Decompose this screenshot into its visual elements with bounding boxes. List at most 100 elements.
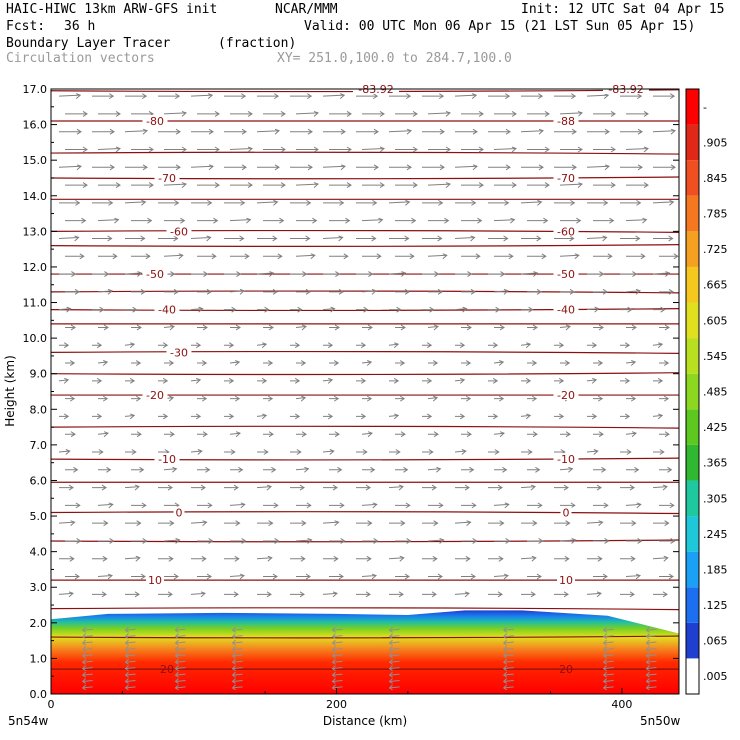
vector-arrow	[427, 182, 451, 188]
vector-arrow-low	[124, 658, 136, 665]
vector-arrow	[296, 360, 307, 366]
vector-arrow-low	[231, 652, 243, 659]
vector-arrow	[92, 93, 115, 100]
y-tick-label: 1.0	[30, 652, 48, 665]
vector-arrow	[361, 217, 384, 224]
vector-arrow	[620, 377, 631, 384]
vector-arrow-low	[231, 658, 243, 665]
vector-arrow	[190, 377, 202, 384]
contour-label: -20	[557, 389, 575, 402]
y-tick-label: 5.0	[30, 510, 48, 523]
vector-arrow	[593, 573, 608, 580]
vector-arrow	[224, 413, 235, 420]
vector-arrow	[461, 110, 484, 117]
x-left-endpoint: 5n54w	[8, 714, 49, 728]
vector-arrow	[263, 360, 274, 366]
vector-arrow	[626, 538, 643, 544]
vector-arrow	[493, 217, 516, 224]
vector-arrow	[422, 93, 445, 100]
vector-arrow	[323, 555, 339, 562]
vector-arrow	[97, 288, 113, 295]
vector-arrow	[422, 555, 438, 562]
vector-arrow-low	[81, 639, 93, 646]
vector-arrow-low	[174, 665, 186, 672]
vector-arrow	[229, 146, 253, 153]
vector-arrow	[92, 199, 114, 206]
vector-arrow-low	[174, 639, 186, 646]
vector-arrow	[653, 93, 676, 100]
vector-arrow	[263, 395, 274, 402]
vector-arrow	[454, 235, 476, 242]
vector-arrow	[494, 253, 514, 260]
vector-arrow	[455, 342, 466, 349]
vector-arrow	[125, 93, 148, 100]
colorbar-label: .065	[703, 635, 728, 648]
vector-arrow	[224, 164, 247, 171]
vector-arrow	[428, 288, 443, 295]
vector-arrow	[197, 146, 220, 153]
y-tick-label: 11.0	[23, 297, 48, 310]
vector-arrow	[322, 164, 346, 171]
vector-arrow	[620, 520, 637, 527]
vector-arrow-low	[331, 626, 343, 633]
vector-arrow	[322, 449, 335, 455]
contour-line	[51, 511, 679, 515]
vector-arrow	[224, 342, 235, 349]
vector-arrow	[263, 502, 279, 509]
vector-arrow	[290, 591, 305, 598]
vector-arrow	[554, 484, 569, 491]
y-tick-label: 10.0	[23, 332, 48, 345]
vector-arrow	[389, 377, 400, 384]
vector-arrow	[422, 520, 439, 527]
vector-arrow-low	[124, 633, 136, 640]
y-tick-label: 12.0	[23, 261, 48, 274]
vector-arrow	[554, 342, 565, 349]
vector-arrow	[620, 235, 641, 242]
vector-arrow	[296, 288, 311, 295]
vector-arrow-low	[602, 646, 614, 652]
vector-arrow-low	[645, 633, 657, 640]
vector-arrow	[158, 342, 169, 349]
vector-arrow	[197, 253, 217, 260]
vector-arrow	[125, 449, 137, 455]
vector-arrow	[362, 395, 373, 402]
vector-arrow	[626, 110, 649, 117]
vector-arrow	[494, 395, 505, 402]
vector-arrow	[659, 324, 670, 331]
vector-arrow	[652, 271, 671, 277]
vector-arrow	[587, 555, 603, 562]
vector-arrow	[124, 484, 140, 491]
vector-arrow	[554, 591, 569, 598]
vector-arrow	[65, 324, 76, 331]
vector-arrow	[58, 449, 71, 455]
vector-arrow	[295, 182, 319, 188]
vector-arrow	[356, 591, 371, 598]
vector-arrow	[659, 466, 673, 473]
vector-arrow	[520, 199, 543, 206]
vector-arrow	[427, 253, 448, 260]
vector-arrow	[65, 182, 88, 189]
vector-arrow	[593, 360, 604, 366]
vector-arrow	[361, 288, 377, 295]
vector-arrow	[593, 395, 604, 402]
contour-label-background	[560, 506, 572, 518]
contour-label-background	[553, 453, 579, 465]
vector-arrow	[625, 146, 649, 153]
vector-arrow	[395, 146, 418, 153]
vector-arrow-low	[81, 626, 93, 633]
contour-label-background	[553, 389, 579, 401]
vector-arrow	[620, 484, 635, 491]
vector-arrow	[461, 146, 484, 153]
vector-arrow	[65, 146, 88, 153]
vector-arrow	[455, 128, 478, 135]
vector-arrow-low	[645, 652, 657, 659]
vector-arrow	[224, 555, 240, 562]
contour-label: -88	[557, 115, 575, 128]
vector-arrow	[65, 360, 76, 366]
colorbar-segment	[686, 160, 699, 196]
vector-arrow	[422, 306, 435, 313]
vector-arrow	[125, 235, 146, 242]
vector-arrow-low	[331, 639, 343, 646]
vector-arrow	[620, 591, 635, 598]
colorbar-label: .365	[703, 457, 728, 470]
